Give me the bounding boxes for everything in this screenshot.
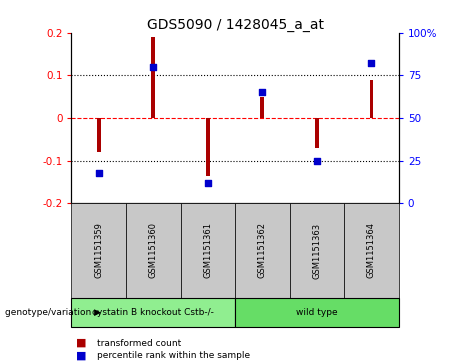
Bar xyxy=(370,79,373,118)
Bar xyxy=(151,37,155,118)
Text: genotype/variation ▶: genotype/variation ▶ xyxy=(5,308,100,317)
Point xyxy=(313,158,321,163)
Text: GSM1151363: GSM1151363 xyxy=(313,223,321,278)
Text: wild type: wild type xyxy=(296,308,338,317)
Point xyxy=(149,64,157,70)
Bar xyxy=(97,118,100,152)
Bar xyxy=(315,118,319,148)
Bar xyxy=(206,118,210,176)
Text: transformed count: transformed count xyxy=(97,339,181,347)
Text: GSM1151361: GSM1151361 xyxy=(203,223,213,278)
Text: GSM1151364: GSM1151364 xyxy=(367,223,376,278)
Text: GSM1151362: GSM1151362 xyxy=(258,223,267,278)
Text: percentile rank within the sample: percentile rank within the sample xyxy=(97,351,250,360)
Point xyxy=(95,170,102,175)
Point xyxy=(259,90,266,95)
Text: cystatin B knockout Cstb-/-: cystatin B knockout Cstb-/- xyxy=(92,308,214,317)
Text: ■: ■ xyxy=(76,338,87,348)
Title: GDS5090 / 1428045_a_at: GDS5090 / 1428045_a_at xyxy=(147,18,324,32)
Point xyxy=(368,61,375,66)
Text: ■: ■ xyxy=(76,351,87,361)
Point xyxy=(204,180,212,186)
Text: GSM1151360: GSM1151360 xyxy=(149,223,158,278)
Bar xyxy=(260,97,264,118)
Text: GSM1151359: GSM1151359 xyxy=(94,223,103,278)
